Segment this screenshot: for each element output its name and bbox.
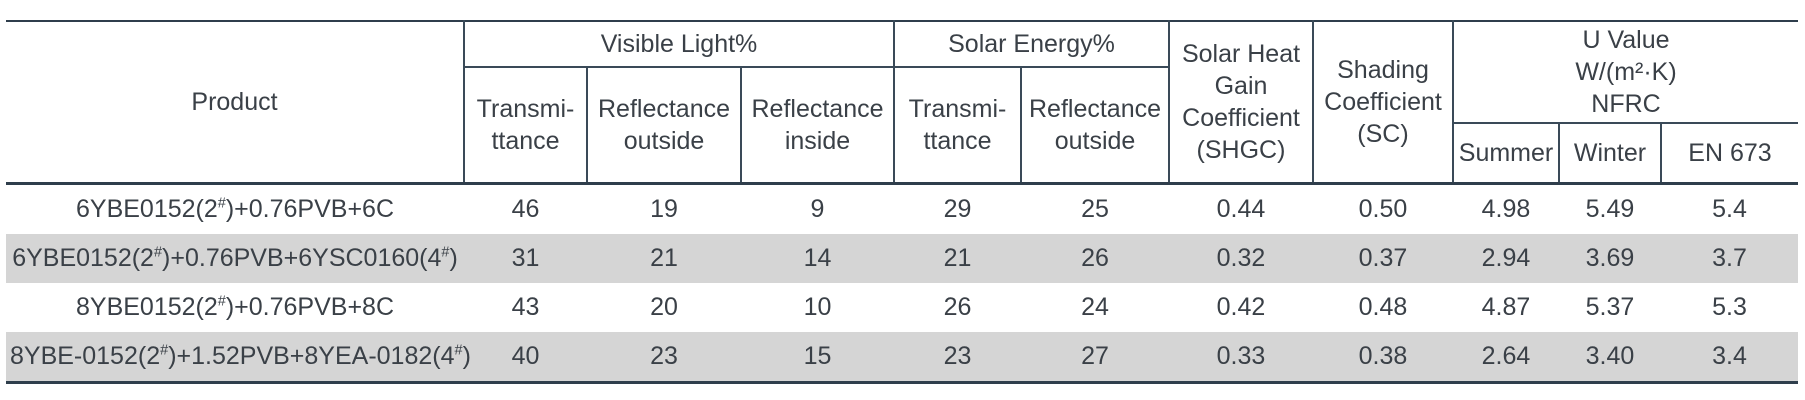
value-cell: 0.44	[1216, 194, 1266, 223]
product-name: 6YBE0152(2#)+0.76PVB+6C	[75, 194, 395, 223]
value-cell: 9	[810, 194, 825, 223]
value-cell: 29	[943, 194, 972, 223]
value-cell: 2.94	[1481, 243, 1531, 272]
product-name: 8YBE0152(2#)+0.76PVB+8C	[75, 292, 395, 321]
col-header-shading-coefficient: Shading Coefficient (SC)	[1312, 21, 1453, 183]
value-cell: 31	[511, 243, 540, 272]
value-cell: 19	[650, 194, 678, 223]
value-cell: 0.32	[1216, 243, 1266, 272]
value-cell: 10	[803, 292, 832, 321]
value-cell: 21	[943, 243, 972, 272]
value-cell: 40	[511, 341, 540, 370]
col-header-u-winter: Winter	[1558, 123, 1661, 183]
col-header-u-en673: EN 673	[1660, 123, 1798, 183]
col-header-product: Product	[191, 87, 278, 116]
value-cell: 26	[1081, 243, 1109, 272]
col-header-vl-reflectance-outside: Reflectance outside	[586, 67, 741, 183]
col-header-u-summer: Summer	[1452, 123, 1559, 183]
table-header: Product Visible Light% Solar Energy% Sol…	[6, 21, 1798, 183]
value-cell: 0.42	[1216, 292, 1266, 321]
group-header-visible-light: Visible Light%	[463, 21, 894, 68]
value-cell: 15	[803, 341, 832, 370]
col-header-vl-transmittance: Transmi- ttance	[463, 67, 587, 183]
group-header-solar-energy: Solar Energy%	[893, 21, 1169, 68]
value-cell: 4.98	[1481, 194, 1531, 223]
value-cell: 3.40	[1585, 341, 1635, 370]
value-cell: 5.49	[1585, 194, 1635, 223]
value-cell: 14	[803, 243, 832, 272]
value-cell: 20	[650, 292, 678, 321]
group-header-u-value: U Value W/(m²·K) NFRC	[1452, 21, 1798, 124]
value-cell: 3.69	[1585, 243, 1635, 272]
value-cell: 25	[1081, 194, 1109, 223]
value-cell: 27	[1081, 341, 1109, 370]
value-cell: 26	[943, 292, 972, 321]
value-cell: 46	[511, 194, 540, 223]
value-cell: 2.64	[1481, 341, 1531, 370]
value-cell: 5.4	[1712, 194, 1747, 223]
value-cell: 3.4	[1712, 341, 1747, 370]
value-cell: 0.48	[1358, 292, 1408, 321]
table-row: 8YBE-0152(2#)+1.52PVB+8YEA-0182(4#) 40 2…	[6, 331, 1798, 382]
value-cell: 23	[943, 341, 972, 370]
value-cell: 0.37	[1358, 243, 1408, 272]
value-cell: 21	[650, 243, 678, 272]
value-cell: 5.3	[1712, 292, 1747, 321]
value-cell: 3.7	[1712, 243, 1747, 272]
value-cell: 5.37	[1585, 292, 1635, 321]
value-cell: 0.50	[1358, 194, 1408, 223]
value-cell: 0.33	[1216, 341, 1266, 370]
table-row: 6YBE0152(2#)+0.76PVB+6YSC0160(4#) 31 21 …	[6, 233, 1798, 283]
glass-spec-table: Product Visible Light% Solar Energy% Sol…	[6, 20, 1798, 384]
col-header-se-reflectance-outside: Reflectance outside	[1020, 67, 1169, 183]
value-cell: 24	[1081, 292, 1109, 321]
product-name: 6YBE0152(2#)+0.76PVB+6YSC0160(4#)	[12, 243, 458, 272]
product-name: 8YBE-0152(2#)+1.52PVB+8YEA-0182(4#)	[10, 341, 471, 370]
col-header-se-transmittance: Transmi- ttance	[893, 67, 1021, 183]
value-cell: 23	[650, 341, 678, 370]
table-body: 6YBE0152(2#)+0.76PVB+6C 46 19 9 29 25 0.…	[6, 183, 1798, 382]
col-header-shgc: Solar Heat Gain Coefficient (SHGC)	[1168, 21, 1313, 183]
value-cell: 4.87	[1481, 292, 1531, 321]
value-cell: 0.38	[1358, 341, 1408, 370]
spec-table-container: Product Visible Light% Solar Energy% Sol…	[6, 20, 1798, 384]
table-row: 6YBE0152(2#)+0.76PVB+6C 46 19 9 29 25 0.…	[6, 183, 1798, 234]
table-row: 8YBE0152(2#)+0.76PVB+8C 43 20 10 26 24 0…	[6, 283, 1798, 332]
col-header-vl-reflectance-inside: Reflectance inside	[740, 67, 894, 183]
value-cell: 43	[511, 292, 540, 321]
